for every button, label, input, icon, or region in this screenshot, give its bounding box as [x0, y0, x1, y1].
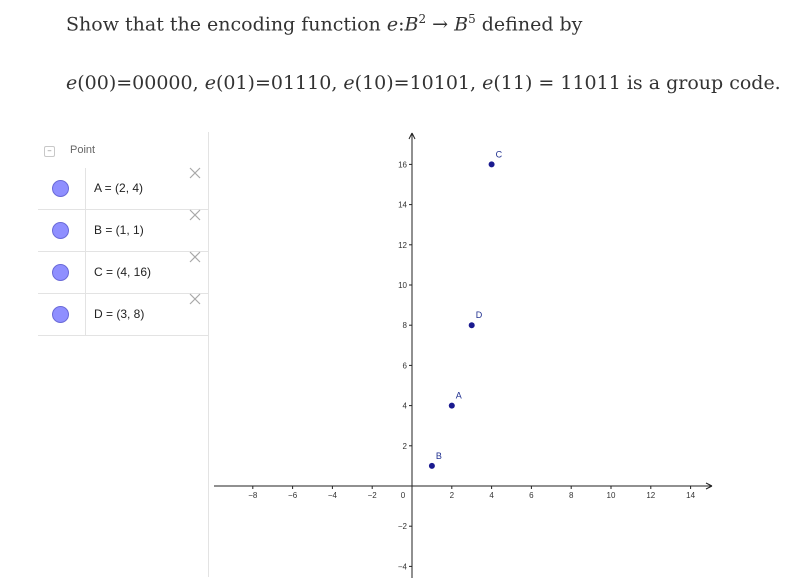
x-tick-label: 10 [607, 491, 616, 500]
question-intro-end: defined by [475, 13, 583, 36]
y-tick-label: 6 [403, 361, 408, 370]
x-tick-label: 4 [489, 491, 494, 500]
point-c[interactable] [488, 161, 495, 168]
point-label-b: B [436, 451, 442, 461]
function-name: e [386, 13, 399, 36]
x-tick-label: 12 [646, 491, 655, 500]
y-axis-arrow [408, 132, 416, 140]
y-tick-label: 10 [398, 281, 407, 290]
axes [214, 132, 713, 578]
codomain-exponent: 5 [468, 12, 476, 26]
close-icon[interactable] [188, 292, 202, 306]
encoding-11: (11) = 11011 is a group code. [493, 72, 781, 94]
point-d[interactable] [468, 322, 475, 329]
close-icon[interactable] [188, 208, 202, 222]
group-label: Point [70, 144, 96, 156]
y-tick-label: 4 [403, 402, 408, 411]
domain-exponent: 2 [418, 12, 427, 26]
visibility-toggle-b[interactable] [52, 222, 69, 239]
x-tick-label: 14 [686, 491, 695, 500]
encoding-10: (10)=10101, [354, 72, 483, 94]
algebra-group-header: – Point [38, 140, 208, 162]
visibility-cell [38, 294, 86, 335]
function-colon: : [398, 13, 405, 36]
algebra-row-a[interactable]: A = (2, 4) [38, 166, 208, 210]
encoding-e-1: e [66, 72, 78, 94]
encoding-01: (01)=01110, [215, 72, 344, 94]
algebra-row-d[interactable]: D = (3, 8) [38, 292, 208, 336]
x-tick-label: 6 [529, 491, 534, 500]
y-tick-label: 14 [398, 201, 407, 210]
encoding-e-4: e [482, 72, 494, 94]
algebra-row-b[interactable]: B = (1, 1) [38, 208, 208, 252]
domain-set: B [404, 13, 419, 36]
algebra-row-c[interactable]: C = (4, 16) [38, 250, 208, 294]
point-label-d: D [476, 310, 483, 320]
close-icon[interactable] [188, 166, 202, 180]
visibility-toggle-a[interactable] [52, 180, 69, 197]
point-b[interactable] [428, 462, 435, 469]
x-tick-label: 0 [401, 491, 406, 500]
collapse-group-button[interactable]: – [44, 146, 55, 157]
algebra-view: – Point A = (2, 4) B = (1, 1) C = (4, 16… [38, 132, 209, 577]
point-definition-c[interactable]: C = (4, 16) [94, 265, 152, 279]
codomain-set: B [454, 13, 469, 36]
x-tick-label: −6 [288, 491, 298, 500]
close-icon[interactable] [188, 250, 202, 264]
maps-to-arrow: → [426, 13, 455, 36]
point-a[interactable] [448, 402, 455, 409]
visibility-cell [38, 252, 86, 293]
point-markers[interactable]: A B C D [428, 149, 503, 469]
x-tick-label: −8 [248, 491, 258, 500]
y-tick-label: 12 [398, 241, 407, 250]
y-tick-label: 8 [403, 321, 408, 330]
y-tick-label: −4 [398, 562, 408, 571]
encoding-e-3: e [343, 72, 355, 94]
x-tick-label: −4 [328, 491, 338, 500]
visibility-toggle-d[interactable] [52, 306, 69, 323]
question-line-1: Show that the encoding function e:B2 → B… [66, 12, 582, 35]
visibility-cell [38, 210, 86, 251]
point-definition-a[interactable]: A = (2, 4) [94, 181, 144, 195]
visibility-cell [38, 168, 86, 209]
x-axis-arrow [705, 482, 713, 490]
point-definition-b[interactable]: B = (1, 1) [94, 223, 144, 237]
encoding-00: (00)=00000, [77, 72, 205, 94]
y-tick-label: 2 [403, 442, 408, 451]
question-line-2: e(00)=00000, e(01)=01110, e(10)=10101, e… [66, 72, 781, 94]
encoding-e-2: e [204, 72, 216, 94]
point-label-a: A [456, 391, 462, 401]
x-tick-label: 8 [569, 491, 574, 500]
x-tick-label: 2 [450, 491, 455, 500]
axis-ticks: −8 −6 −4 −2 0 2 4 6 8 10 12 14 −4 −2 2 4 6 8 10 12 14 16 [248, 160, 695, 571]
y-tick-label: −2 [398, 522, 408, 531]
point-label-c: C [496, 149, 503, 159]
x-tick-label: −2 [368, 491, 378, 500]
question-intro: Show that the encoding function [66, 13, 387, 36]
visibility-toggle-c[interactable] [52, 264, 69, 281]
point-definition-d[interactable]: D = (3, 8) [94, 307, 145, 321]
y-tick-label: 16 [398, 160, 407, 169]
